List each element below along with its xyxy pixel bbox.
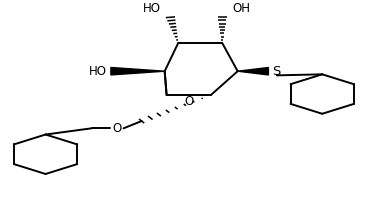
Polygon shape xyxy=(111,68,165,75)
Text: O: O xyxy=(184,95,194,108)
Text: HO: HO xyxy=(143,2,161,15)
Text: S: S xyxy=(272,65,281,78)
Text: OH: OH xyxy=(232,2,250,15)
Text: O: O xyxy=(112,122,121,135)
Text: HO: HO xyxy=(89,65,107,78)
Polygon shape xyxy=(238,68,269,75)
